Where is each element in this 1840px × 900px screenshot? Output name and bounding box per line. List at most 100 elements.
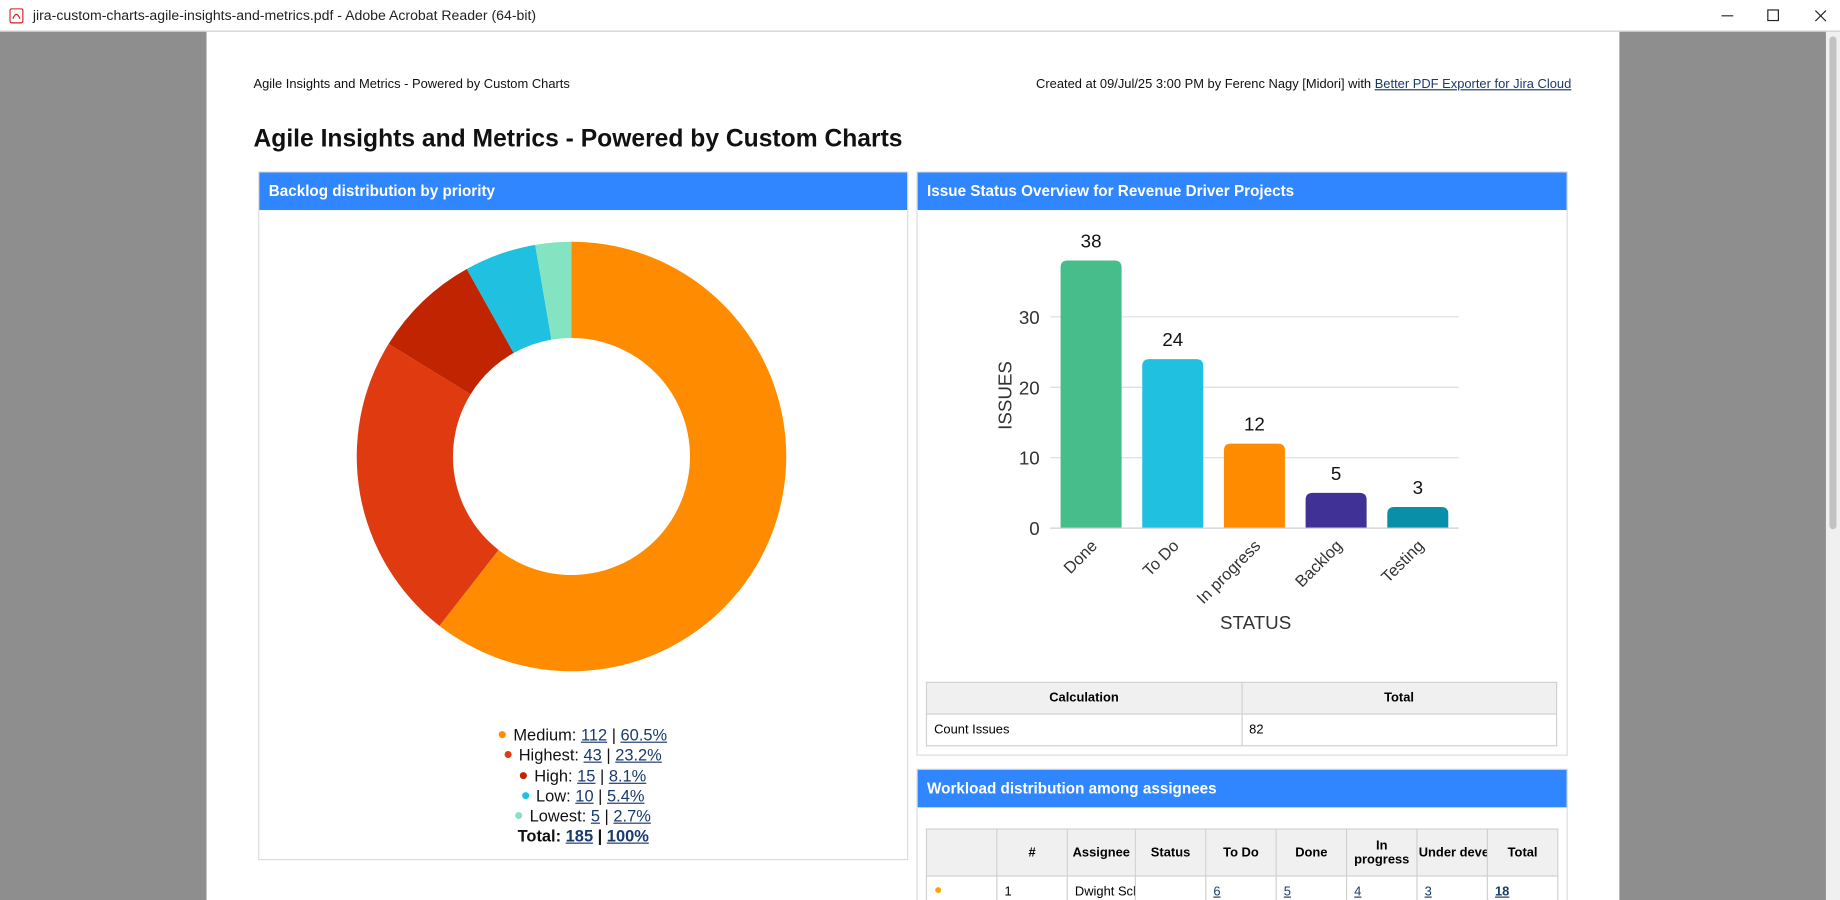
legend-dot [504,751,512,759]
scroll-thumb[interactable] [1829,36,1837,530]
count-link[interactable]: 5 [1283,884,1291,899]
workload-table: # Assignee Status To Do Done In progress Under… [925,828,1559,900]
count-cell: 5 [1275,875,1348,900]
legend-dot [499,731,507,739]
header-cell: Calculation [925,681,1243,715]
total-count[interactable]: 185 [565,826,594,846]
legend-suffix: : [568,765,573,785]
count-link[interactable]: 3 [1424,884,1432,899]
table-header: # Assignee Status To Do Done In progress Under… [925,828,1559,877]
donut-slice [356,343,499,626]
legend-label: Medium [513,725,572,744]
count-cell: 4 [1345,875,1418,900]
value-label: 5 [1331,463,1341,484]
legend-label: Lowest [529,806,582,826]
assignee: Dwight Schrute [1066,875,1136,900]
legend-dot [515,812,523,820]
panel-title: Workload distribution among assignees [917,769,1567,808]
header-cell [925,828,998,877]
legend-percent[interactable]: 60.5% [620,725,668,744]
legend-dot [521,791,529,800]
donut-slice [535,241,572,340]
donut-slice [388,269,514,395]
legend-entry: Medium: 112 | 60.5% [258,725,908,745]
total-link[interactable]: 18 [1494,884,1510,899]
header-cell: Assignee [1066,828,1136,877]
legend-suffix: : [566,786,571,805]
legend-label: Low [536,786,567,805]
row-index: 1 [996,875,1068,900]
donut-slice [439,241,787,672]
value-label: 38 [1081,231,1102,252]
y-tick-label: 30 [1019,307,1040,328]
calc-table: Calculation Total Count Issues 82 [925,681,1558,747]
legend-entry: Low: 10 | 5.4% [258,786,908,806]
x-tick-label: Backlog [1292,537,1346,591]
legend-entry: Highest: 43 | 23.2% [258,746,908,766]
title-bar: jira-custom-charts-agile-insights-and-me… [0,0,1840,32]
legend-separator: | [599,765,605,785]
bar [1060,260,1122,529]
exporter-link[interactable]: Better PDF Exporter for Jira Cloud [1374,77,1572,92]
status [1134,875,1207,900]
panel-title: Backlog distribution by priority [259,172,908,211]
status-dot [935,887,942,894]
value-label: 12 [1244,414,1265,435]
cell: 82 [1240,713,1558,747]
legend-suffix: : [574,745,579,765]
legend-entry: High: 15 | 8.1% [258,766,908,786]
panel-title: Issue Status Overview for Revenue Driver… [917,172,1567,211]
legend-separator: | [606,745,611,765]
count-link[interactable]: 6 [1213,884,1221,899]
legend-label: High [534,765,569,785]
total-cell: 18 [1486,875,1559,900]
legend-percent[interactable]: 2.7% [613,806,651,826]
window-controls[interactable] [1690,0,1840,32]
count-cell: 3 [1416,875,1488,900]
legend-count[interactable]: 5 [590,806,600,826]
header-right: Created at 09/Jul/25 3:00 PM by Ferenc N… [1036,77,1571,91]
header-cell: Total [1486,828,1559,877]
donut-slice [466,244,552,354]
legend-separator: | [604,806,609,826]
table-header: Calculation Total [925,681,1558,715]
donut-legend: Medium: 112 | 60.5% Highest: 43 | 23.2% Hi… [258,725,908,847]
count-link[interactable]: 4 [1354,884,1362,899]
legend-percent[interactable]: 8.1% [608,765,647,785]
header-cell: Under development [1416,828,1488,877]
legend-separator: | [598,786,603,805]
total-percent[interactable]: 100% [606,826,649,846]
window-title: jira-custom-charts-agile-insights-and-me… [32,7,537,24]
x-axis-label: STATUS [1220,612,1291,633]
x-tick-label: To Do [1140,537,1183,580]
total-label: Total: [517,826,562,846]
cell: Count Issues [925,713,1243,747]
y-axis-label: ISSUES [995,361,1016,430]
bar [1387,506,1449,529]
x-tick-label: Testing [1378,537,1427,586]
page-title: Agile Insights and Metrics - Powered by … [253,125,903,153]
legend-count[interactable]: 10 [575,786,594,805]
x-tick-label: Done [1060,537,1100,577]
count-cell: 6 [1205,875,1277,900]
created-text: Created at 09/Jul/25 3:00 PM by Ferenc N… [1036,77,1372,92]
scrollbar[interactable] [1825,31,1840,900]
header-cell: To Do [1205,828,1277,877]
header-cell: Total [1240,681,1558,715]
table-row: Count Issues 82 [925,713,1558,747]
value-label: 24 [1162,329,1183,350]
header-left: Agile Insights and Metrics - Powered by … [253,77,570,92]
y-tick-label: 20 [1019,377,1040,398]
header-cell: Done [1275,828,1348,877]
legend-count[interactable]: 43 [583,745,602,765]
legend-count[interactable]: 112 [580,725,608,744]
legend-percent[interactable]: 5.4% [606,786,645,805]
y-tick-label: 0 [1029,518,1039,539]
legend-percent[interactable]: 23.2% [615,745,662,765]
legend-count[interactable]: 15 [577,765,596,785]
header-cell: # [996,828,1068,877]
